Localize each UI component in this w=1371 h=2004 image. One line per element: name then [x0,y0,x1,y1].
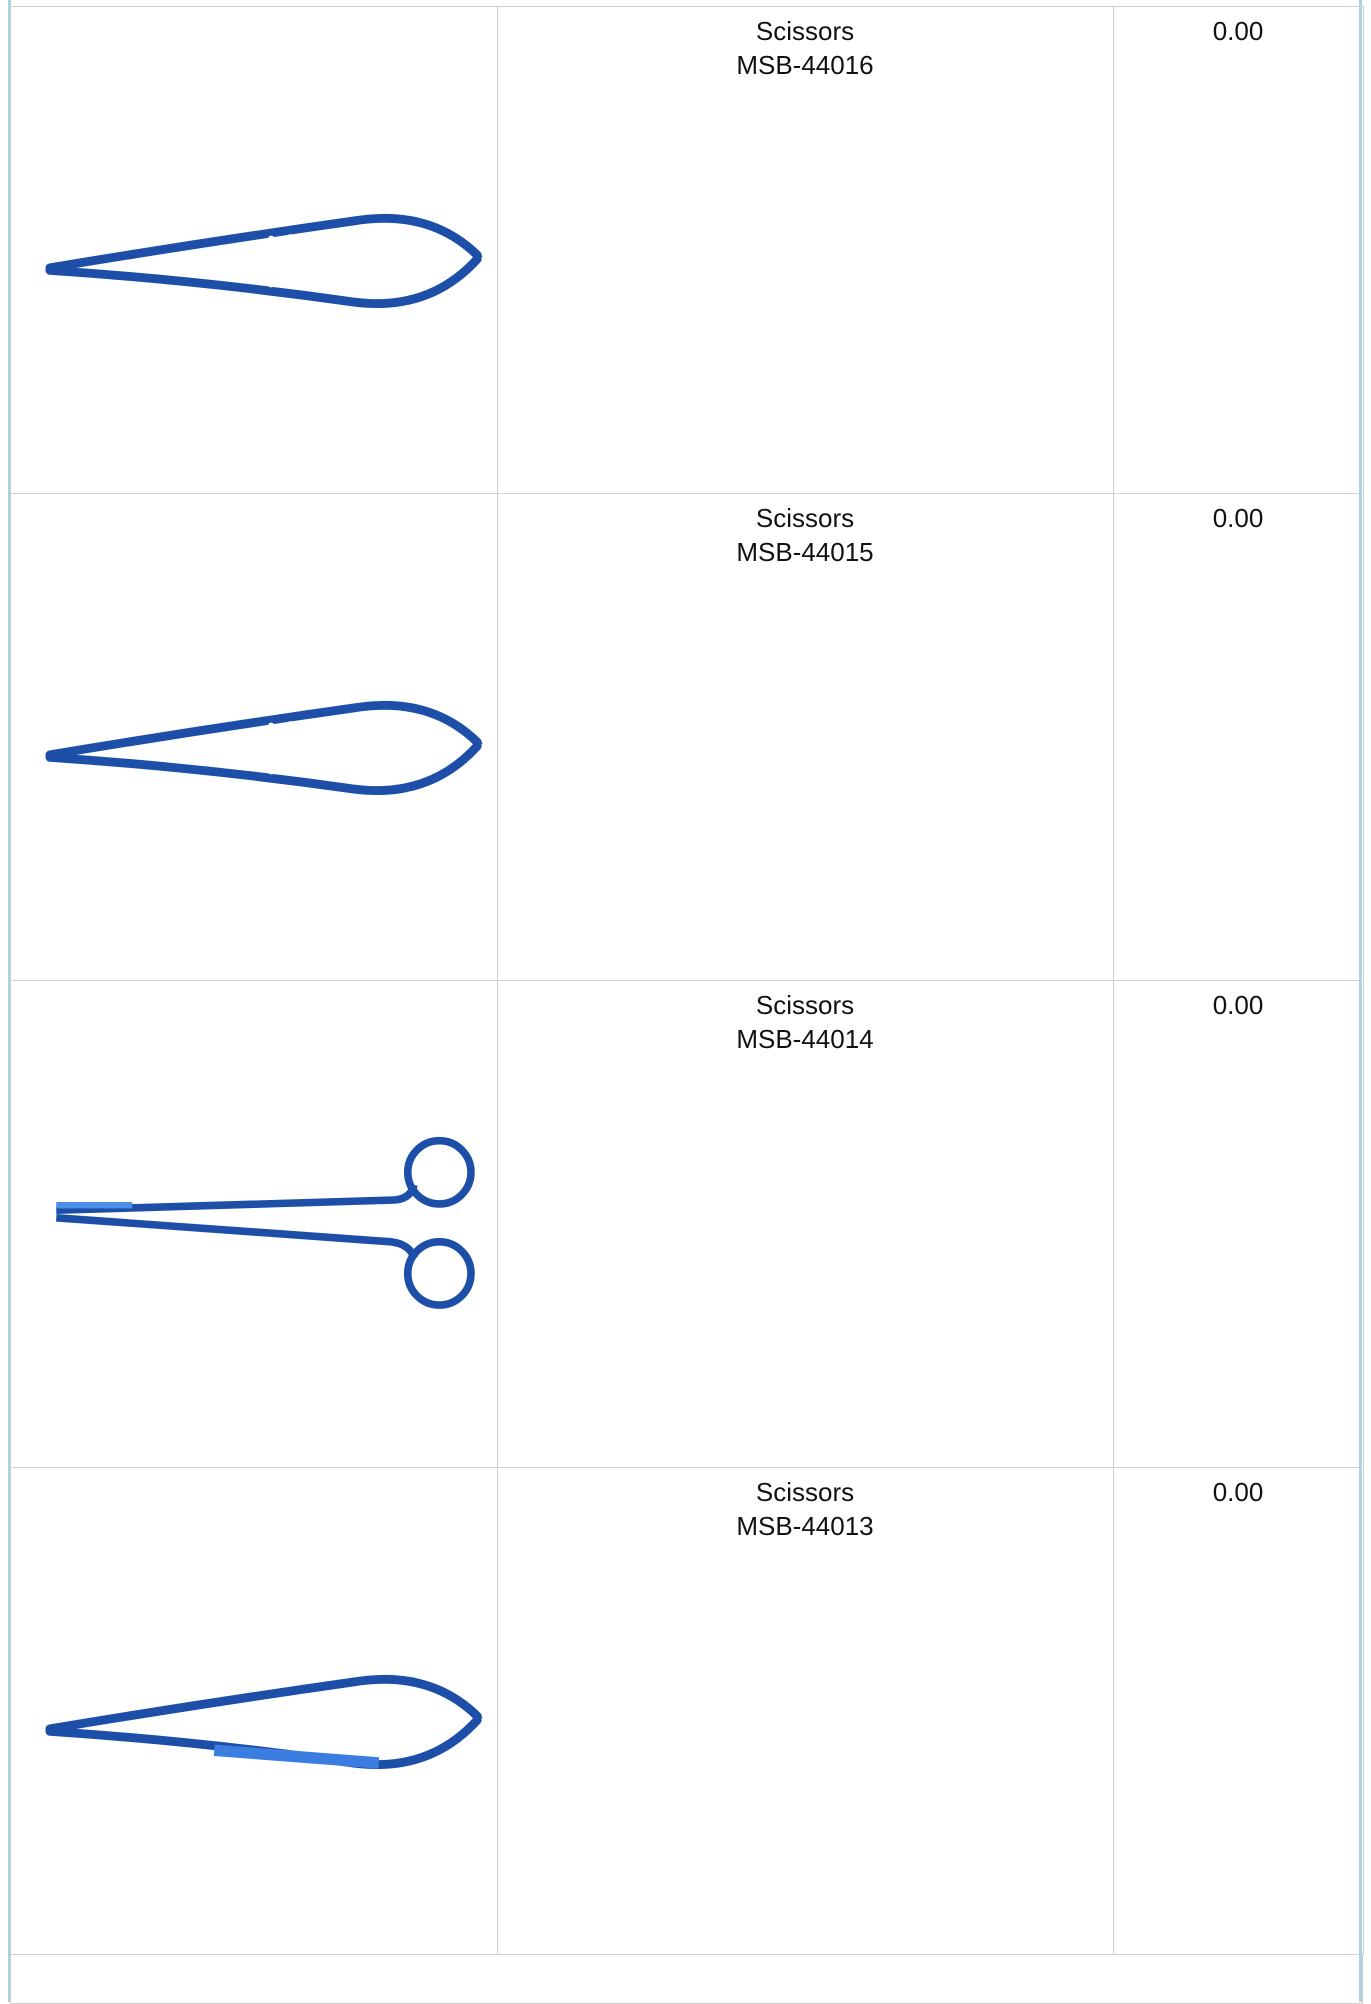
table-cell [1113,6,1364,494]
table-cell [10,1954,1363,2004]
product-name: Scissors [755,503,855,533]
product-name: Scissors [755,16,855,46]
product-code: MSB-44016 [736,50,874,80]
product-name: Scissors [755,1477,855,1507]
product-price: 0.00 [1212,1477,1264,1507]
product-price: 0.00 [1212,16,1264,46]
product-price: 0.00 [1212,503,1264,533]
product-code: MSB-44014 [736,1024,874,1054]
product-code: MSB-44015 [736,537,874,567]
product-name: Scissors [755,990,855,1020]
table-cell [1113,980,1364,1468]
product-image[interactable] [12,982,495,1465]
table-cell [1113,1467,1364,1955]
product-image[interactable] [12,495,495,978]
table-cell [1113,493,1364,981]
product-image[interactable] [12,8,495,491]
product-price: 0.00 [1212,990,1264,1020]
table-frame [8,0,1362,2002]
product-image[interactable] [12,1469,495,1952]
product-code: MSB-44013 [736,1511,874,1541]
